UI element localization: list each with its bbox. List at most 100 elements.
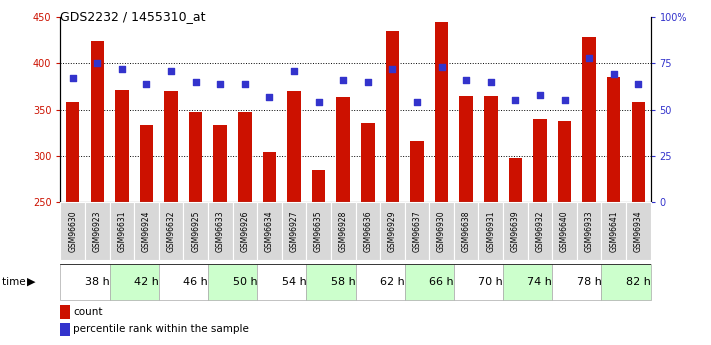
Bar bbox=[557, 121, 571, 202]
Bar bbox=[232, 202, 257, 260]
Point bbox=[461, 77, 472, 83]
Bar bbox=[282, 202, 306, 260]
Bar bbox=[66, 102, 80, 202]
Bar bbox=[287, 91, 301, 202]
Point bbox=[67, 76, 78, 81]
Bar bbox=[356, 202, 380, 260]
Bar bbox=[257, 264, 306, 300]
Point bbox=[362, 79, 373, 85]
Point bbox=[190, 79, 201, 85]
Text: GSM96931: GSM96931 bbox=[486, 210, 496, 252]
Bar bbox=[159, 202, 183, 260]
Bar bbox=[602, 264, 651, 300]
Point bbox=[166, 68, 177, 73]
Bar bbox=[454, 264, 503, 300]
Point bbox=[141, 81, 152, 87]
Point bbox=[313, 99, 324, 105]
Text: count: count bbox=[73, 307, 102, 317]
Bar bbox=[109, 264, 159, 300]
Bar bbox=[503, 202, 528, 260]
Point bbox=[289, 68, 300, 73]
Bar bbox=[528, 202, 552, 260]
Bar bbox=[429, 202, 454, 260]
Text: GDS2232 / 1455310_at: GDS2232 / 1455310_at bbox=[60, 10, 206, 23]
Bar bbox=[164, 91, 178, 202]
Bar bbox=[631, 102, 645, 202]
Text: GSM96926: GSM96926 bbox=[240, 210, 250, 252]
Text: GSM96928: GSM96928 bbox=[338, 210, 348, 252]
Bar bbox=[306, 202, 331, 260]
Bar bbox=[109, 202, 134, 260]
Point bbox=[92, 61, 103, 66]
Bar bbox=[405, 202, 429, 260]
Text: GSM96641: GSM96641 bbox=[609, 210, 618, 252]
Bar bbox=[306, 264, 356, 300]
Bar bbox=[484, 96, 498, 202]
Text: GSM96639: GSM96639 bbox=[510, 210, 520, 252]
Bar bbox=[115, 90, 129, 202]
Text: GSM96930: GSM96930 bbox=[437, 210, 446, 252]
Text: GSM96631: GSM96631 bbox=[117, 210, 127, 252]
Text: GSM96630: GSM96630 bbox=[68, 210, 77, 252]
Bar bbox=[257, 202, 282, 260]
Point bbox=[436, 64, 447, 70]
Text: GSM96924: GSM96924 bbox=[142, 210, 151, 252]
Text: ▶: ▶ bbox=[27, 277, 36, 287]
Point bbox=[534, 92, 545, 98]
Text: GSM96633: GSM96633 bbox=[215, 210, 225, 252]
Bar bbox=[85, 202, 109, 260]
Text: 58 h: 58 h bbox=[331, 277, 356, 287]
Text: GSM96637: GSM96637 bbox=[412, 210, 422, 252]
Point bbox=[584, 55, 595, 61]
Text: 50 h: 50 h bbox=[232, 277, 257, 287]
Bar bbox=[361, 124, 375, 202]
Text: 46 h: 46 h bbox=[183, 277, 208, 287]
Text: GSM96638: GSM96638 bbox=[461, 210, 471, 252]
Bar bbox=[336, 97, 350, 202]
Text: GSM96929: GSM96929 bbox=[388, 210, 397, 252]
Bar bbox=[602, 202, 626, 260]
Bar bbox=[435, 22, 449, 202]
Text: 54 h: 54 h bbox=[282, 277, 306, 287]
Text: 66 h: 66 h bbox=[429, 277, 454, 287]
Bar bbox=[410, 141, 424, 202]
Bar bbox=[607, 77, 621, 202]
Bar bbox=[208, 264, 257, 300]
Bar bbox=[312, 169, 326, 202]
Bar bbox=[208, 202, 232, 260]
Bar bbox=[385, 31, 399, 202]
Text: GSM96925: GSM96925 bbox=[191, 210, 201, 252]
Point bbox=[264, 94, 275, 99]
Text: percentile rank within the sample: percentile rank within the sample bbox=[73, 325, 249, 334]
Bar bbox=[90, 41, 104, 202]
Bar bbox=[552, 202, 577, 260]
Text: GSM96927: GSM96927 bbox=[289, 210, 299, 252]
Point bbox=[387, 66, 398, 72]
Text: 82 h: 82 h bbox=[626, 277, 651, 287]
Bar bbox=[626, 202, 651, 260]
Text: GSM96634: GSM96634 bbox=[265, 210, 274, 252]
Point bbox=[215, 81, 226, 87]
Bar bbox=[356, 264, 405, 300]
Bar bbox=[159, 264, 208, 300]
Text: 78 h: 78 h bbox=[577, 277, 602, 287]
Bar bbox=[552, 264, 602, 300]
Bar bbox=[582, 37, 596, 202]
Point bbox=[116, 66, 127, 72]
Bar bbox=[459, 96, 473, 202]
Text: GSM96640: GSM96640 bbox=[560, 210, 569, 252]
Point bbox=[559, 98, 570, 103]
Point bbox=[608, 72, 619, 77]
Bar bbox=[479, 202, 503, 260]
Text: GSM96635: GSM96635 bbox=[314, 210, 323, 252]
Bar bbox=[508, 158, 522, 202]
Point bbox=[239, 81, 250, 87]
Bar bbox=[380, 202, 405, 260]
Text: 62 h: 62 h bbox=[380, 277, 405, 287]
Text: GSM96636: GSM96636 bbox=[363, 210, 373, 252]
Point bbox=[485, 79, 496, 85]
Bar bbox=[405, 264, 454, 300]
Point bbox=[633, 81, 644, 87]
Bar bbox=[134, 202, 159, 260]
Bar bbox=[183, 202, 208, 260]
